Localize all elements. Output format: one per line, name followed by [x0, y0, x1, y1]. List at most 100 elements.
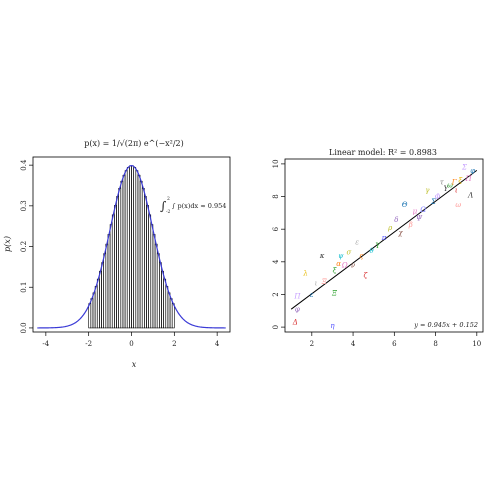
density-bar: [150, 224, 154, 329]
scatter-point: ω: [447, 182, 453, 190]
density-x-tick-label: 4: [215, 340, 220, 348]
integral-text: ∫ p(x)dx ≈ 0.954: [172, 202, 226, 210]
density-bar: [139, 180, 143, 329]
scatter-point: ς: [359, 252, 363, 260]
scatter-point: Σ: [461, 164, 467, 172]
density-bar: [99, 270, 102, 329]
density-x-tick-label: -4: [42, 340, 49, 348]
scatter-point: θ: [370, 247, 375, 255]
density-title: p(x) = 1/√(2π) e^(−x²/2): [84, 139, 184, 148]
density-x-tick-label: 2: [172, 340, 176, 348]
scatter-x-ticks: 2 4 6 8 10: [310, 332, 481, 348]
scatter-point: ε: [310, 291, 314, 299]
scatter-point: Ω: [419, 206, 426, 214]
scatter-point: Π: [293, 293, 301, 301]
scatter-y-tick-label: 0: [272, 325, 280, 329]
scatter-point: β: [408, 221, 413, 229]
density-bar: [171, 303, 175, 329]
density-bar: [144, 196, 147, 329]
density-bar: [90, 298, 94, 329]
density-bar: [88, 303, 92, 329]
scatter-point: χ: [397, 229, 403, 237]
density-bar: [167, 292, 171, 329]
density-bar: [94, 286, 98, 329]
scatter-point: Ψ: [416, 214, 423, 222]
density-bar: [156, 253, 160, 329]
density-bar: [161, 270, 164, 329]
density-bar: [154, 243, 158, 329]
density-bar: [111, 214, 115, 329]
scatter-point: ζ: [364, 271, 369, 279]
density-y-tick-label: 0.4: [20, 159, 28, 171]
density-bar: [126, 167, 130, 329]
scatter-x-tick-label: 6: [392, 340, 397, 348]
scatter-point: ν: [351, 262, 356, 270]
scatter-x-tick-label: 2: [310, 340, 314, 348]
scatter-point: γ: [425, 187, 430, 195]
scatter-y-tick-label: 10: [272, 159, 280, 168]
scatter-point: ξ: [458, 177, 463, 185]
density-bar: [105, 243, 109, 329]
integral-upper-limit: 2: [167, 196, 170, 202]
scatter-point: κ: [319, 252, 325, 260]
density-y-tick-label: 0.2: [20, 241, 28, 252]
density-curve: [37, 164, 226, 329]
density-bar: [148, 214, 152, 329]
density-x-tick-label: 0: [129, 340, 133, 348]
scatter-x-tick-label: 4: [351, 340, 356, 348]
scatter-point: δ: [394, 216, 398, 224]
density-bar: [124, 170, 128, 329]
scatter-point: ξ: [333, 266, 338, 274]
scatter-y-tick-label: 2: [272, 292, 280, 296]
density-x-label: x: [132, 360, 137, 369]
scatter-point: Ω: [341, 262, 348, 270]
scatter-point: Φ: [435, 193, 441, 201]
scatter-point: Δ: [292, 319, 298, 327]
density-bar: [137, 174, 141, 329]
scatter-point: ψ: [338, 252, 344, 260]
density-bars: [88, 165, 175, 329]
density-bar: [107, 234, 111, 329]
integral-sign: ∫: [160, 199, 167, 213]
density-bar: [101, 262, 104, 329]
density-y-tick-label: 0.1: [20, 282, 28, 293]
scatter-point: Ξ: [321, 278, 327, 286]
scatter-point: Υ: [376, 242, 382, 250]
scatter-point: Ξ: [331, 289, 337, 297]
scatter-point: σ: [347, 249, 352, 257]
density-bar: [122, 174, 126, 329]
density-bar: [96, 278, 100, 329]
scatter-point: Υ: [444, 185, 450, 193]
density-bar: [131, 165, 134, 329]
scatter-point: Λ: [467, 191, 473, 199]
density-bar: [114, 205, 117, 329]
integral-lower-limit: -2: [166, 209, 171, 215]
scatter-point: Π: [465, 175, 473, 183]
density-y-label: p(x): [3, 236, 12, 252]
scatter-point: Σ: [430, 198, 436, 206]
linear-model-title: Linear model: R² = 0.8983: [329, 148, 437, 157]
density-bar: [116, 196, 119, 329]
scatter-point: μ: [413, 208, 418, 216]
scatter-point: τ: [440, 178, 444, 186]
density-bar: [169, 298, 173, 329]
density-bar: [165, 286, 169, 329]
scatter-point: α: [336, 260, 341, 268]
scatter-x-tick-label: 8: [433, 340, 437, 348]
density-y-tick-label: 0.3: [20, 200, 28, 211]
scatter-point: η: [330, 322, 335, 330]
scatter-points: ΔΠφλεικΞηΞξαψΩσνεςζθΥπρδχΘβμΨΩγΣΦτΥωΓιωξ…: [292, 164, 475, 330]
density-bar: [109, 224, 113, 329]
density-y-tick-label: 0.0: [20, 322, 28, 333]
density-bar: [120, 180, 124, 329]
scatter-point: ρ: [387, 224, 393, 232]
density-bar: [133, 167, 137, 329]
scatter-point: λ: [302, 270, 307, 278]
regression-line: [290, 169, 478, 310]
scatter-point: ι: [315, 280, 318, 288]
linear-model-panel: Linear model: R² = 0.8983 ΔΠφλεικΞηΞξαψΩ…: [272, 148, 484, 348]
density-bar: [159, 262, 162, 329]
density-bar: [152, 234, 156, 329]
